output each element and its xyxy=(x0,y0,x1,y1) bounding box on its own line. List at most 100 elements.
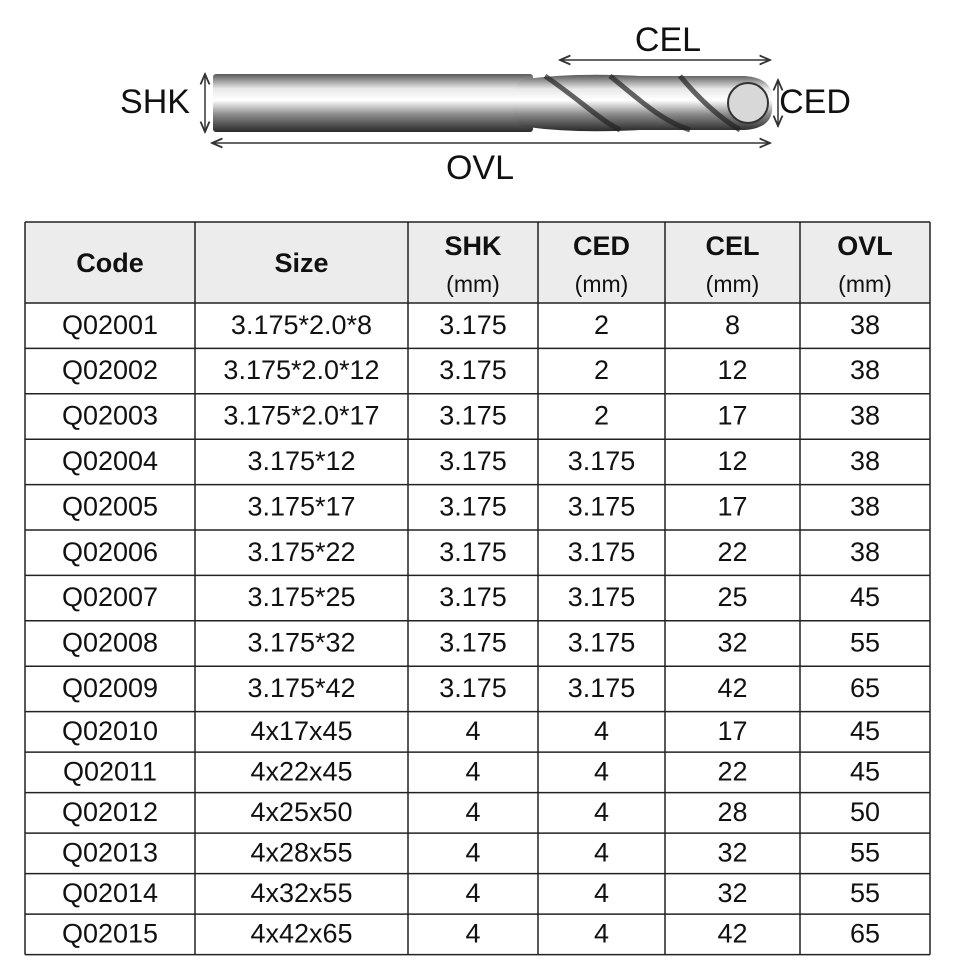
cell: 3.175 xyxy=(439,401,507,431)
header-unit: (mm) xyxy=(446,271,500,297)
spec-table: Code Size SHK (mm) CED (mm) CEL (mm) OVL (mm) Q020… xyxy=(24,221,931,956)
header-title: CEL xyxy=(706,231,760,261)
cell: 4 xyxy=(594,716,609,746)
cell: 3.175*17 xyxy=(247,491,355,521)
cell: 3.175 xyxy=(439,673,507,703)
cell: 3.175*25 xyxy=(247,582,355,612)
cell: 4 xyxy=(594,797,609,827)
cell: 17 xyxy=(717,401,747,431)
ced-label: CED xyxy=(779,83,851,121)
cell: Q02003 xyxy=(62,401,158,431)
cell: 3.175 xyxy=(568,446,636,476)
cell: 3.175 xyxy=(439,582,507,612)
tool-diagram: SHK CEL CED OVL xyxy=(120,21,851,187)
cell: 38 xyxy=(850,401,880,431)
cell: Q02005 xyxy=(62,491,158,521)
cell: 50 xyxy=(850,797,880,827)
cell: 4 xyxy=(465,797,480,827)
cell: 17 xyxy=(717,491,747,521)
cell: 3.175 xyxy=(568,491,636,521)
cell: Q02002 xyxy=(62,355,158,385)
ball-end xyxy=(727,82,769,124)
cell: 42 xyxy=(717,918,747,948)
cell: 17 xyxy=(717,716,747,746)
spiral xyxy=(543,73,742,133)
cell: Q02008 xyxy=(62,628,158,658)
header-bg xyxy=(25,222,930,303)
cell: 55 xyxy=(850,837,880,867)
cell: 4 xyxy=(594,878,609,908)
header-unit: (mm) xyxy=(575,271,629,297)
cell: 3.175*32 xyxy=(247,628,355,658)
cell: 22 xyxy=(717,537,747,567)
cell: 3.175*12 xyxy=(247,446,355,476)
cell: Q02004 xyxy=(62,446,158,476)
cell: 4 xyxy=(465,756,480,786)
header-title: Code xyxy=(76,248,144,278)
cell: 38 xyxy=(850,310,880,340)
cell: 45 xyxy=(850,582,880,612)
cell: 65 xyxy=(850,673,880,703)
header-title: CED xyxy=(573,231,630,261)
cell: 12 xyxy=(717,355,747,385)
cell: 3.175 xyxy=(568,673,636,703)
cell: 4x42x65 xyxy=(250,918,352,948)
cell: Q02014 xyxy=(62,878,158,908)
cell: 28 xyxy=(717,797,747,827)
cell: 12 xyxy=(717,446,747,476)
cell: 4x25x50 xyxy=(250,797,352,827)
cell: 4 xyxy=(465,716,480,746)
cell: 55 xyxy=(850,628,880,658)
cell: 4x17x45 xyxy=(250,716,352,746)
cell: 3.175*22 xyxy=(247,537,355,567)
cell: 3.175 xyxy=(568,537,636,567)
cell: Q02015 xyxy=(62,918,158,948)
cell: 3.175 xyxy=(439,537,507,567)
cel-label: CEL xyxy=(635,21,701,59)
header-title: OVL xyxy=(837,231,893,261)
cell: 45 xyxy=(850,716,880,746)
cell: 38 xyxy=(850,491,880,521)
cell: 38 xyxy=(850,537,880,567)
cell: 3.175*42 xyxy=(247,673,355,703)
header-unit: (mm) xyxy=(706,271,760,297)
cell: Q02001 xyxy=(62,310,158,340)
cell: 3.175 xyxy=(568,582,636,612)
cell: 3.175*2.0*17 xyxy=(223,401,379,431)
cell: 45 xyxy=(850,756,880,786)
cell: 55 xyxy=(850,878,880,908)
cell: Q02012 xyxy=(62,797,158,827)
cell: Q02013 xyxy=(62,837,158,867)
cell: 22 xyxy=(717,756,747,786)
header-unit: (mm) xyxy=(838,271,892,297)
cell: 32 xyxy=(717,628,747,658)
cell: 3.175 xyxy=(439,628,507,658)
cell: 38 xyxy=(850,355,880,385)
cell: 3.175 xyxy=(439,355,507,385)
cell: 2 xyxy=(594,355,609,385)
cell: 38 xyxy=(850,446,880,476)
cell: 4x28x55 xyxy=(250,837,352,867)
header-title: SHK xyxy=(444,231,502,261)
cell: 32 xyxy=(717,837,747,867)
cell: 4x22x45 xyxy=(250,756,352,786)
cell: 2 xyxy=(594,401,609,431)
ovl-label: OVL xyxy=(446,149,514,187)
cell: 4x32x55 xyxy=(250,878,352,908)
cell: 3.175 xyxy=(439,491,507,521)
shk-label: SHK xyxy=(120,83,190,121)
cell: 4 xyxy=(465,918,480,948)
cell: 3.175 xyxy=(568,628,636,658)
cell: 25 xyxy=(717,582,747,612)
cell: 4 xyxy=(465,878,480,908)
cell: 42 xyxy=(717,673,747,703)
cell: 32 xyxy=(717,878,747,908)
shank xyxy=(213,74,533,132)
cell: Q02007 xyxy=(62,582,158,612)
cell: 65 xyxy=(850,918,880,948)
cell: 2 xyxy=(594,310,609,340)
cell: 3.175*2.0*8 xyxy=(231,310,372,340)
cell: Q02010 xyxy=(62,716,158,746)
cell: 3.175 xyxy=(439,310,507,340)
